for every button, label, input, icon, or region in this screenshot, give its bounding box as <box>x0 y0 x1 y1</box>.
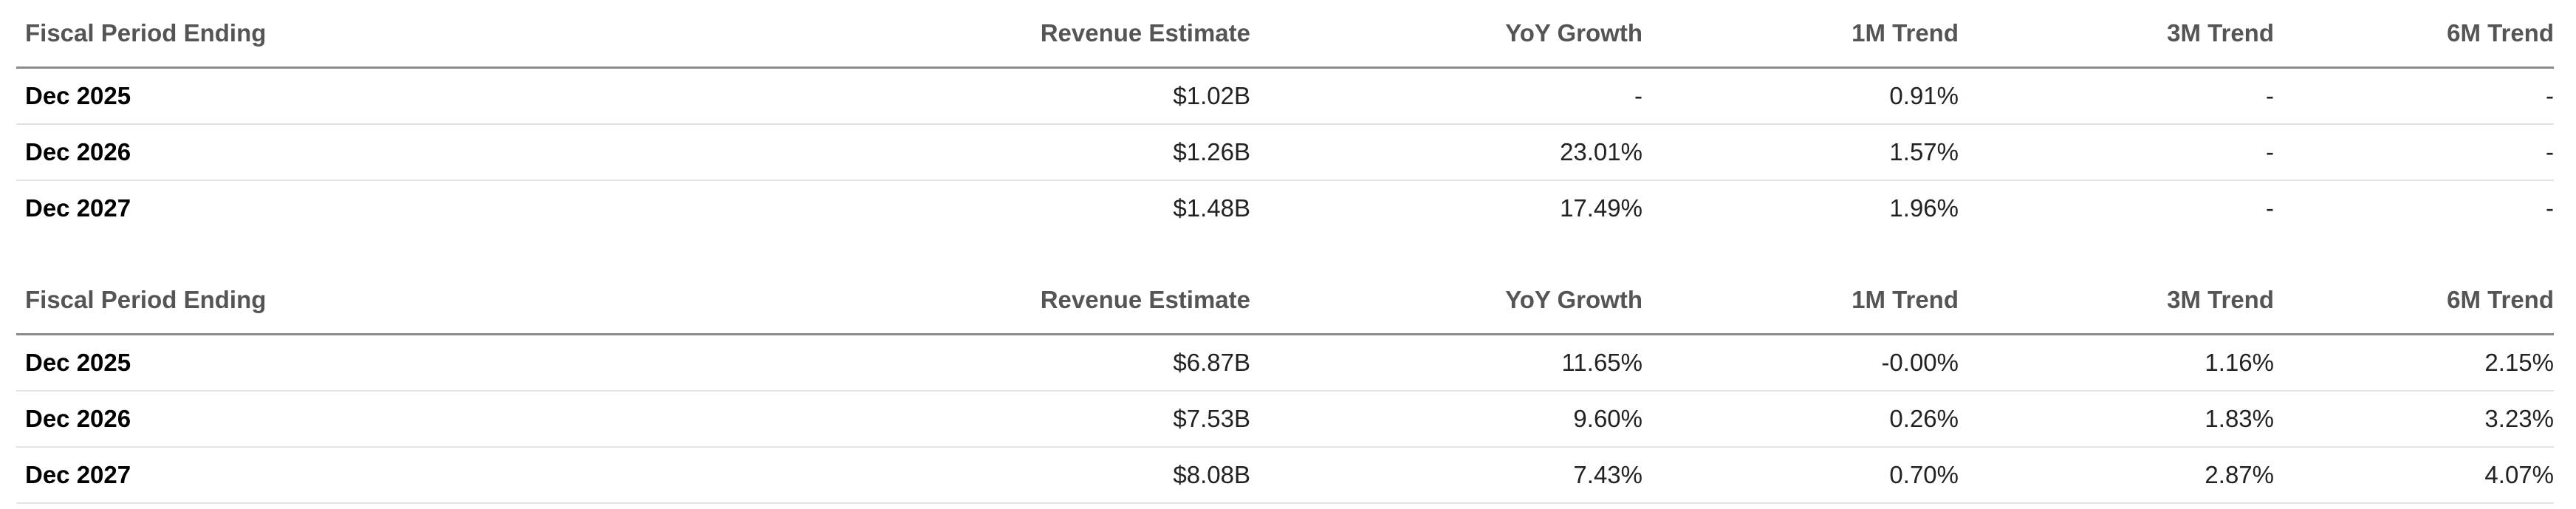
header-yoy-growth: YoY Growth <box>1250 267 1642 335</box>
trend-1m-cell: 1.57% <box>1642 124 1959 181</box>
trend-6m-cell: 2.15% <box>2274 334 2554 392</box>
trend-3m-cell: - <box>1959 67 2274 125</box>
table-row: Dec 2025 $1.02B - 0.91% - - <box>16 67 2554 125</box>
trend-3m-cell: 2.87% <box>1959 447 2274 504</box>
trend-6m-cell: - <box>2546 194 2554 222</box>
trend-3m-cell: 1.83% <box>1959 391 2274 448</box>
period-cell: Dec 2025 <box>16 334 829 392</box>
header-1m-trend: 1M Trend <box>1642 0 1959 69</box>
table-row: Dec 2027 $1.48B 17.49% 1.96% - - <box>16 180 2554 236</box>
header-3m-trend: 3M Trend <box>1959 0 2274 69</box>
header-revenue-estimate: Revenue Estimate <box>829 0 1250 69</box>
header-fiscal-period: Fiscal Period Ending <box>16 267 829 335</box>
trend-1m-cell: 0.26% <box>1642 391 1959 448</box>
table-row: Dec 2027 $8.08B 7.43% 0.70% 2.87% 4.07% <box>16 447 2554 504</box>
trend-3m-cell: 1.16% <box>1959 334 2274 392</box>
trend-6m-cell: 4.07% <box>2274 447 2554 504</box>
trend-6m-cell: 3.23% <box>2274 391 2554 448</box>
revenue-cell: $6.87B <box>829 334 1250 392</box>
revenue-cell: $1.02B <box>829 67 1250 125</box>
yoy-cell: 7.43% <box>1250 447 1642 504</box>
yoy-cell: 23.01% <box>1250 124 1642 181</box>
yoy-cell: 17.49% <box>1560 194 1642 222</box>
trend-1m-cell: 0.70% <box>1642 447 1959 504</box>
table-header-row: Fiscal Period Ending Revenue Estimate Yo… <box>16 267 2554 335</box>
trend-1m-cell: -0.00% <box>1642 334 1959 392</box>
yoy-cell: 9.60% <box>1250 391 1642 448</box>
trend-3m-cell: - <box>1959 124 2274 181</box>
trend-6m-cell: - <box>2274 67 2554 125</box>
revenue-estimate-table-1: Fiscal Period Ending Revenue Estimate Yo… <box>16 0 2554 236</box>
period-cell: Dec 2027 <box>25 194 131 222</box>
header-revenue-estimate: Revenue Estimate <box>829 267 1250 335</box>
yoy-cell: 11.65% <box>1250 334 1642 392</box>
trend-6m-cell: - <box>2274 124 2554 181</box>
table-row: Dec 2026 $7.53B 9.60% 0.26% 1.83% 3.23% <box>16 391 2554 448</box>
period-cell: Dec 2027 <box>16 447 829 504</box>
header-6m-trend: 6M Trend <box>2274 0 2554 69</box>
header-6m-trend: 6M Trend <box>2274 267 2554 335</box>
table-header-row: Fiscal Period Ending Revenue Estimate Yo… <box>16 0 2554 69</box>
trend-1m-cell: 0.91% <box>1642 67 1959 125</box>
period-cell: Dec 2026 <box>16 124 829 181</box>
header-1m-trend: 1M Trend <box>1642 267 1959 335</box>
revenue-cell: $8.08B <box>829 447 1250 504</box>
trend-1m-cell: 1.96% <box>1889 194 1959 222</box>
table-row: Dec 2026 $1.26B 23.01% 1.57% - - <box>16 124 2554 181</box>
yoy-cell: - <box>1250 67 1642 125</box>
table-row: Dec 2025 $6.87B 11.65% -0.00% 1.16% 2.15… <box>16 334 2554 392</box>
header-yoy-growth: YoY Growth <box>1250 0 1642 69</box>
header-fiscal-period: Fiscal Period Ending <box>16 0 829 69</box>
trend-3m-cell: - <box>2266 194 2274 222</box>
revenue-cell: $1.26B <box>829 124 1250 181</box>
period-cell: Dec 2025 <box>16 67 829 125</box>
revenue-estimate-table-2: Fiscal Period Ending Revenue Estimate Yo… <box>16 267 2554 504</box>
period-cell: Dec 2026 <box>16 391 829 448</box>
revenue-cell: $1.48B <box>1173 194 1250 222</box>
revenue-cell: $7.53B <box>829 391 1250 448</box>
header-3m-trend: 3M Trend <box>1959 267 2274 335</box>
